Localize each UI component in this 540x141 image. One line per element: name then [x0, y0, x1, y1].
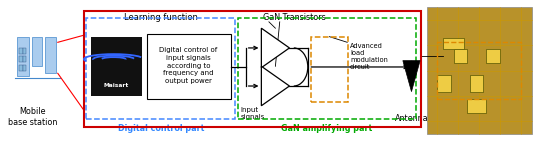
FancyBboxPatch shape	[91, 37, 142, 96]
Text: Antenna: Antenna	[395, 114, 428, 123]
Polygon shape	[261, 28, 289, 68]
FancyBboxPatch shape	[427, 7, 532, 134]
FancyBboxPatch shape	[23, 65, 26, 70]
FancyBboxPatch shape	[470, 75, 483, 92]
Text: Maisart: Maisart	[104, 83, 129, 88]
Text: GaN amplifying part: GaN amplifying part	[281, 124, 372, 133]
Text: GaN Transistors: GaN Transistors	[263, 13, 326, 22]
FancyBboxPatch shape	[19, 65, 23, 70]
Text: Digital control part: Digital control part	[118, 124, 204, 133]
FancyBboxPatch shape	[454, 49, 467, 63]
Polygon shape	[261, 66, 289, 106]
FancyBboxPatch shape	[467, 99, 486, 113]
FancyBboxPatch shape	[23, 48, 26, 54]
FancyBboxPatch shape	[32, 37, 42, 66]
FancyBboxPatch shape	[19, 56, 23, 62]
Text: Learning function: Learning function	[124, 13, 198, 22]
Text: Mobile
base station: Mobile base station	[8, 107, 57, 127]
FancyBboxPatch shape	[19, 48, 23, 54]
FancyBboxPatch shape	[17, 37, 29, 76]
Text: Advanced
load
modulation
circuit: Advanced load modulation circuit	[350, 43, 388, 70]
FancyBboxPatch shape	[437, 75, 451, 92]
FancyBboxPatch shape	[486, 49, 500, 63]
FancyBboxPatch shape	[45, 37, 56, 73]
FancyBboxPatch shape	[23, 56, 26, 62]
FancyBboxPatch shape	[147, 34, 231, 99]
Polygon shape	[403, 61, 420, 92]
Text: Input
signals: Input signals	[240, 107, 265, 120]
Text: Digital control of
input signals
according to
frequency and
output power: Digital control of input signals accordi…	[159, 47, 218, 84]
FancyBboxPatch shape	[443, 38, 464, 49]
